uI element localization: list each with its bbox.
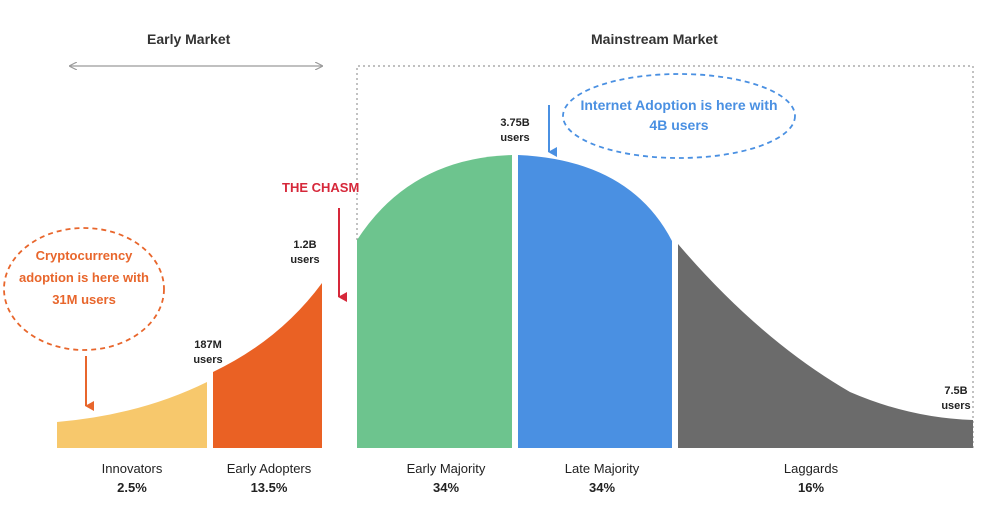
users-label-early-adopters-end: 1.2B users [275,238,335,268]
users-label-innovators-end: 187M users [178,338,238,368]
users-count: 7.5B [944,385,968,397]
mainstream-market-bracket [356,65,974,448]
users-label-majority-peak: 3.75B users [485,116,545,146]
segment-label-late-majority: Late Majority 34% [532,461,672,495]
segment-percent: 34% [588,480,616,495]
early-market-header: Early Market [147,31,231,47]
users-unit: users [941,400,971,412]
segment-label-early-adopters: Early Adopters 13.5% [199,461,339,495]
users-count: 3.75B [500,117,530,129]
internet-note-ellipse [562,73,796,159]
crypto-note-ellipse [3,227,165,351]
segment-percent: 34% [432,480,460,495]
segment-name: Late Majority [564,461,640,476]
users-unit: users [193,354,223,366]
segment-innovators [57,382,207,448]
crypto-note-text: Cryptocurrency adoption is here with 31M… [18,248,149,307]
segment-early-majority [357,155,512,448]
mainstream-market-header: Mainstream Market [591,31,718,47]
users-count: 187M [194,339,222,351]
users-unit: users [500,132,530,144]
segment-label-early-majority: Early Majority 34% [376,461,516,495]
internet-note-text: Internet Adoption is here with 4B users [580,97,778,133]
segment-name: Innovators [101,461,163,476]
chasm-label: THE CHASM [282,180,360,195]
segment-percent: 13.5% [250,480,288,495]
segment-early-adopters [213,283,322,448]
users-label-laggards-end: 7.5B users [926,384,986,414]
segment-percent: 2.5% [117,480,147,495]
segment-name: Early Majority [406,461,486,476]
segment-late-majority [518,155,672,448]
segment-label-laggards: Laggards 16% [741,461,881,495]
users-unit: users [290,254,320,266]
segment-laggards [678,244,973,448]
segment-percent: 16% [797,480,825,495]
segment-name: Laggards [783,461,839,476]
segment-label-innovators: Innovators 2.5% [62,461,202,495]
users-count: 1.2B [293,239,317,251]
segment-name: Early Adopters [226,461,312,476]
